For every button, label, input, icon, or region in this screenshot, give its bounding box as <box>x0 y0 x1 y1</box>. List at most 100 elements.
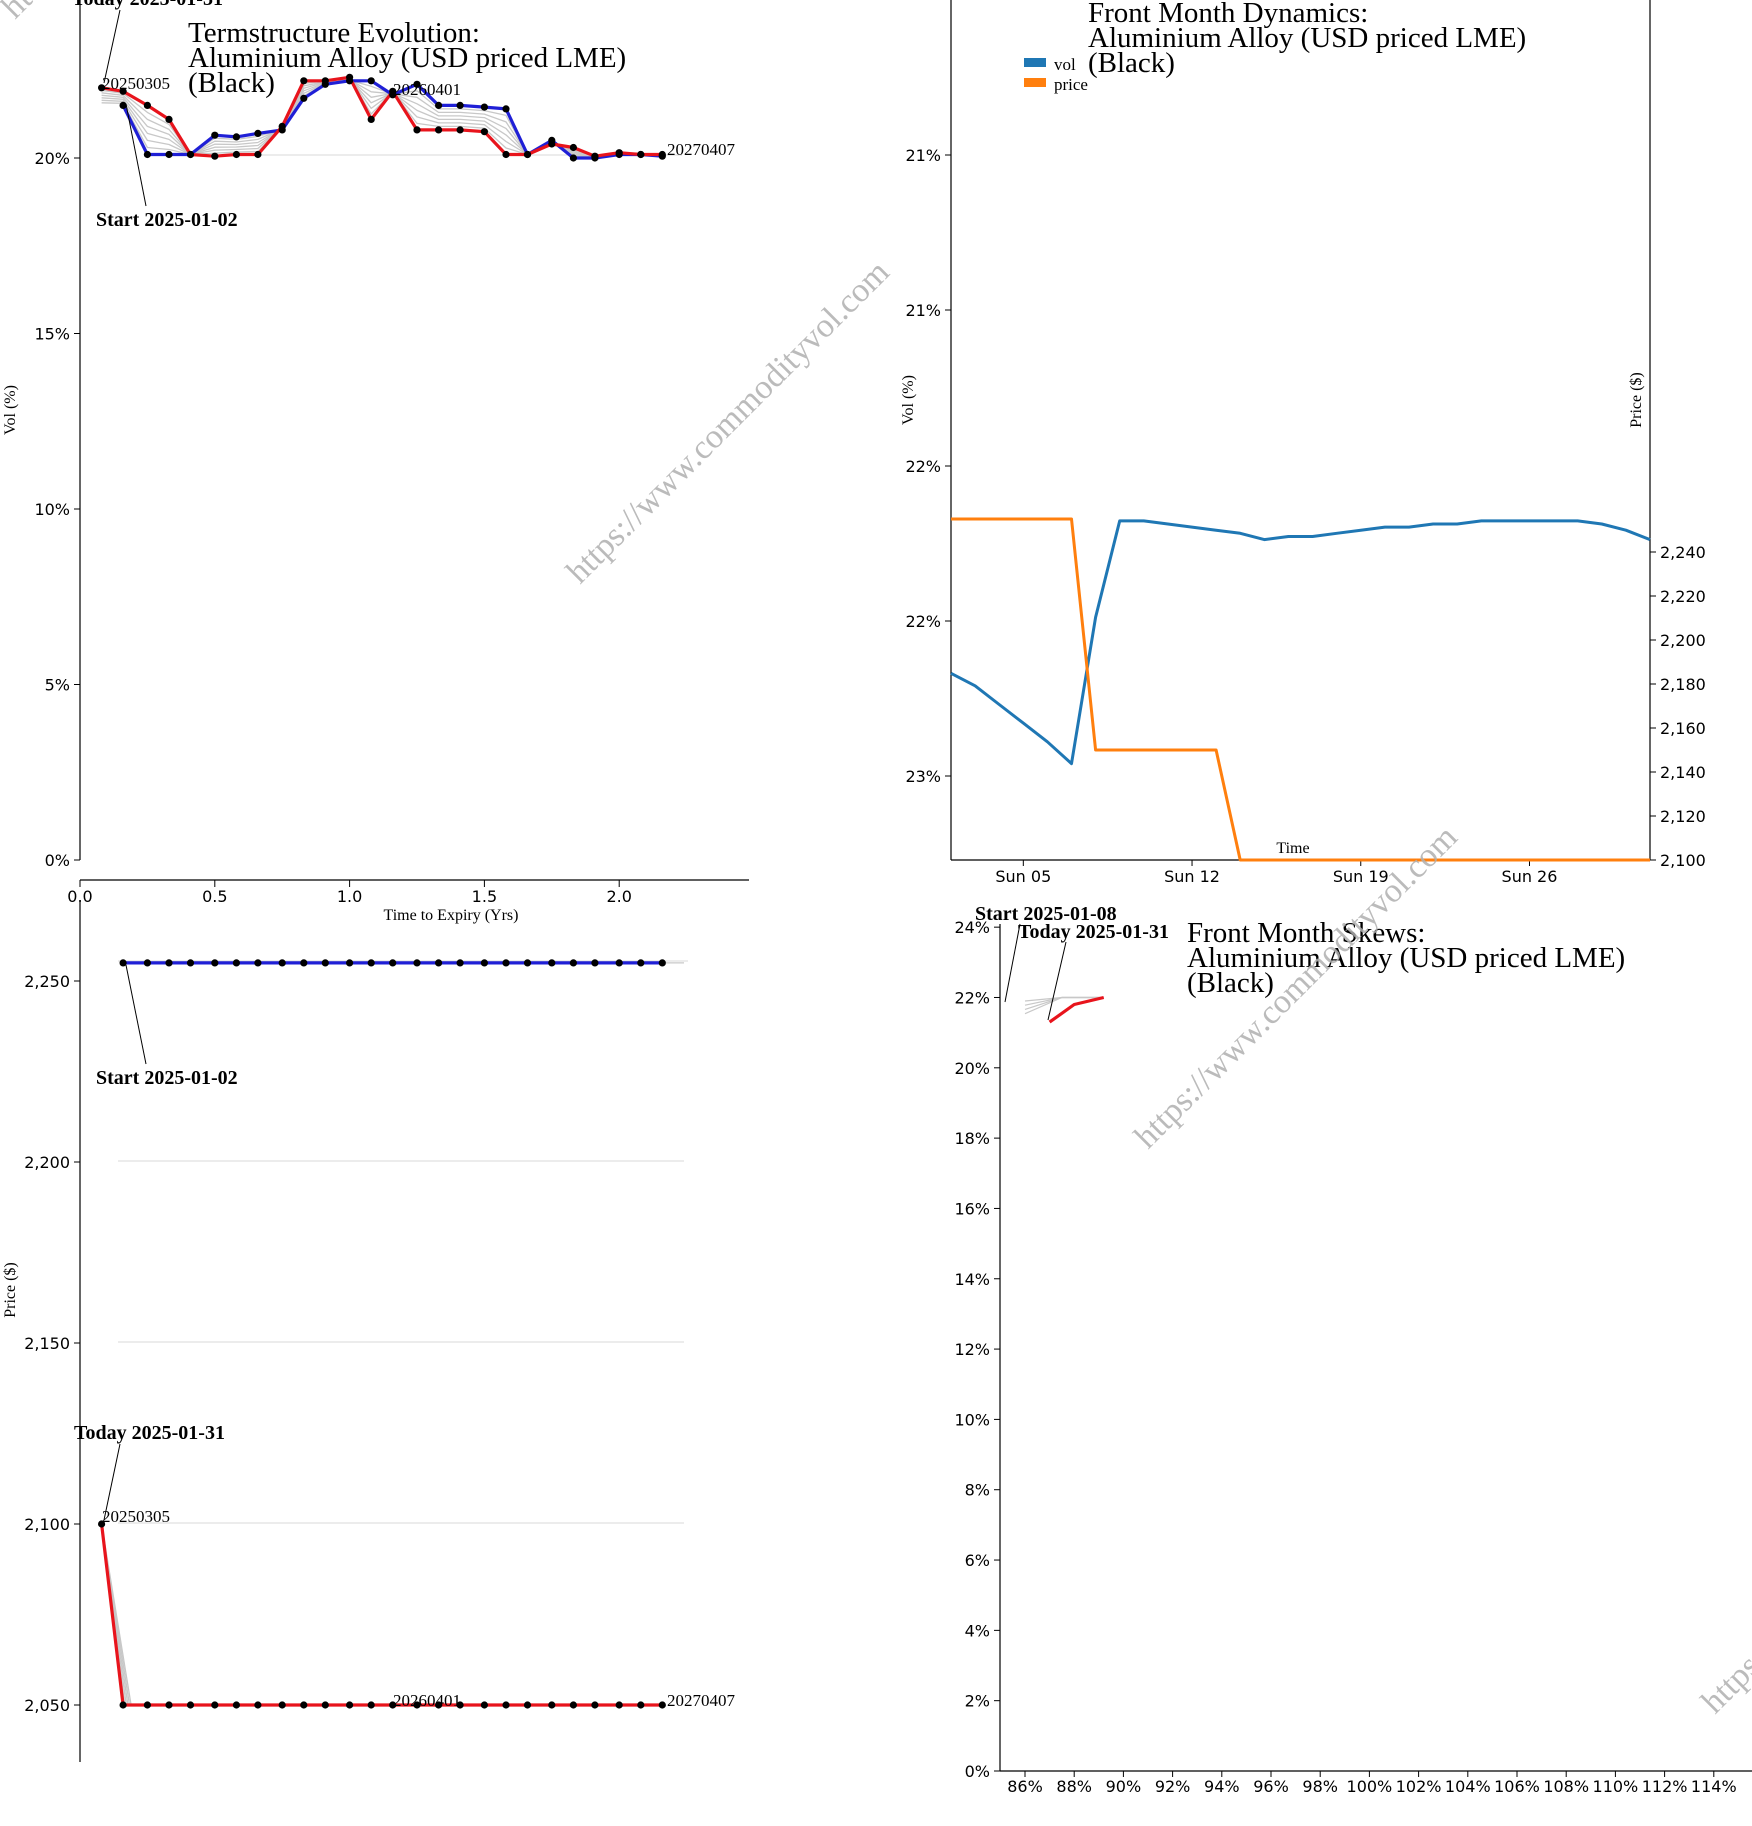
series-today-point <box>569 143 578 152</box>
x-tick-label: 88% <box>1056 1777 1092 1796</box>
series-today-point <box>232 150 240 159</box>
y-tick-label: 2,050 <box>24 1696 70 1715</box>
series-today-point <box>211 1701 219 1709</box>
series-start-point <box>232 133 240 141</box>
annotation-start-arrow <box>1004 923 1021 1003</box>
annotation-start: Start 2025-01-08 <box>975 903 1117 925</box>
y-tick-label: 2,200 <box>24 1153 70 1172</box>
x-tick-label: 96% <box>1253 1777 1289 1796</box>
chart-title-line-2: Aluminium Alloy (USD priced LME) <box>1187 942 1625 974</box>
legend: vol price <box>1024 55 1088 94</box>
series-start-point <box>569 959 578 967</box>
y-tick-label: 5% <box>45 676 70 695</box>
series-start-point <box>165 959 173 967</box>
y-tick-label: 10% <box>34 500 70 519</box>
series-today-point <box>98 1520 106 1528</box>
history-line <box>100 1523 663 1706</box>
y-tick-label: 24% <box>954 918 990 937</box>
y2-tick-label: 2,120 <box>1660 807 1706 826</box>
series-today-point <box>232 1701 240 1709</box>
annotation-today-arrow <box>1047 941 1067 1021</box>
series-start-point <box>278 959 286 967</box>
y-tick-label: 22% <box>905 612 941 631</box>
series-start-point <box>367 77 375 85</box>
series-vol-line <box>950 519 1651 766</box>
series-price-line <box>951 517 1650 862</box>
series-today-point <box>254 1701 262 1709</box>
x-tick-label: 106% <box>1494 1777 1540 1796</box>
y-tick-label: 10% <box>954 1410 990 1429</box>
series-start-point <box>456 101 464 109</box>
series-today-point <box>456 1701 464 1709</box>
y-axis-label: Price ($) <box>2 1262 19 1318</box>
annotation-start: Start 2025-01-02 <box>96 1067 238 1089</box>
series-start-point <box>165 150 173 159</box>
y-tick-label: 0% <box>45 851 70 870</box>
y2-tick-label: 2,240 <box>1660 543 1706 562</box>
y-tick-label: 15% <box>34 325 70 344</box>
series-start-point <box>658 959 666 967</box>
legend-label-vol: vol <box>1054 55 1076 74</box>
series-today-point <box>502 1701 510 1709</box>
series-today-point <box>523 1701 532 1709</box>
series-today-point <box>456 126 464 134</box>
chart-title-line-3: (Black) <box>1088 47 1175 79</box>
series-today-point <box>658 150 666 159</box>
chart-title: Termstructure Evolution: <box>188 17 480 49</box>
series-today-line <box>101 75 663 158</box>
series-start-point <box>502 105 510 113</box>
legend-swatch-vol <box>1024 58 1046 67</box>
series-today-point <box>435 126 443 134</box>
x-tick-label: 108% <box>1543 1777 1589 1796</box>
y-tick-label: 8% <box>965 1481 990 1500</box>
y-tick-label: 14% <box>954 1270 990 1289</box>
series-start-point <box>119 101 127 109</box>
x-tick-label: 0.5 <box>202 887 227 906</box>
chart-title-line-3: (Black) <box>188 67 275 99</box>
expiry-label-last: 20270407 <box>667 140 736 159</box>
annotation-today: Today 2025-01-31 <box>74 1422 225 1444</box>
y-tick-label: 0% <box>965 1762 990 1781</box>
x-tick-label: 102% <box>1396 1777 1442 1796</box>
annotation-today: Today 2025-01-31 <box>1018 921 1169 943</box>
annotation-start-arrow <box>125 103 147 207</box>
series-today-point <box>591 1701 599 1709</box>
expiry-label-mid: 20260401 <box>393 80 461 99</box>
series-today-point <box>637 1701 645 1709</box>
series-today-line <box>100 1523 663 1707</box>
y-tick-label: 2,250 <box>24 972 70 991</box>
expiry-label-last: 20270407 <box>667 1691 736 1710</box>
series-start-point <box>480 103 488 111</box>
series-today-point <box>389 1701 397 1709</box>
history-line <box>100 1523 663 1706</box>
series-start-point <box>569 154 578 162</box>
series-start-point <box>637 959 645 967</box>
history-line <box>100 1523 663 1706</box>
series-start-point <box>413 959 421 967</box>
chart-title-line-2: Aluminium Alloy (USD priced LME) <box>1088 22 1526 54</box>
x-tick-label: 94% <box>1204 1777 1240 1796</box>
series-start-point <box>389 959 397 967</box>
series-start-point <box>300 959 308 967</box>
series-start-point <box>523 959 532 967</box>
series-today-point <box>119 1701 127 1709</box>
series-today-point <box>143 101 151 109</box>
series-start-point <box>186 959 195 967</box>
series-start-point <box>367 959 375 967</box>
series-start-point <box>346 959 354 967</box>
series-today-point <box>346 73 354 81</box>
y-tick-label: 20% <box>34 149 70 168</box>
series-today-point <box>367 115 375 123</box>
y-tick-label: 18% <box>954 1129 990 1148</box>
series-start-point <box>435 101 443 109</box>
series-today-point <box>186 150 195 159</box>
y-tick-label: 16% <box>954 1199 990 1218</box>
term-structure-vol-chart: 0% 5% 10% 15% 20% 0.0 0.5 1.0 1.5 2.0 Termstructu… <box>2 0 749 924</box>
y-tick-label: 20% <box>954 1059 990 1078</box>
chart-title-line-3: (Black) <box>1187 967 1274 999</box>
x-axis-label: Time <box>1276 840 1309 857</box>
series-today-point <box>165 1701 173 1709</box>
series-today-point <box>480 1701 488 1709</box>
y-tick-label: 12% <box>954 1340 990 1359</box>
series-today-point <box>300 1701 308 1709</box>
